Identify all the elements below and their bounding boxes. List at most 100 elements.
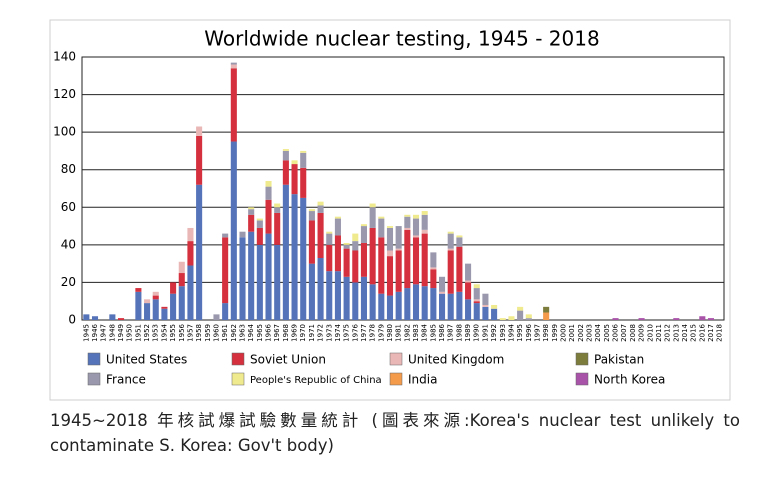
- x-tick-label: 1991: [481, 324, 489, 342]
- chart-frame: [49, 19, 731, 401]
- bar-segment: [326, 271, 333, 320]
- bar-segment: [352, 250, 359, 283]
- bar-segment: [447, 231, 454, 234]
- x-tick-label: 1965: [256, 324, 264, 342]
- bar-segment: [378, 293, 385, 320]
- bar-segment: [334, 235, 341, 272]
- chart: Worldwide nuclear testing, 1945 - 2018 0…: [49, 19, 731, 401]
- bar-segment: [447, 233, 454, 249]
- bar-segment: [265, 186, 272, 200]
- bar-segment: [256, 227, 263, 245]
- legend-swatch: [575, 352, 589, 366]
- bar-segment: [360, 224, 367, 227]
- legend-swatch: [87, 352, 101, 366]
- bar-segment: [412, 218, 420, 236]
- x-tick-label: 1959: [204, 324, 212, 342]
- bar-segment: [308, 263, 315, 320]
- x-tick-label: 1972: [317, 324, 325, 342]
- bar-segment: [473, 284, 480, 289]
- x-tick-label: 1990: [473, 324, 481, 342]
- bar-segment: [465, 263, 472, 281]
- x-tick-label: 2011: [655, 324, 663, 342]
- bar-segment: [499, 318, 506, 320]
- bar-segment: [482, 304, 489, 307]
- x-tick-label: 2012: [664, 324, 672, 342]
- y-tick-label: 80: [61, 162, 76, 176]
- bar-segment: [430, 252, 437, 268]
- bar-segment: [404, 227, 411, 230]
- x-tick-label: 1974: [334, 323, 342, 341]
- x-tick-label: 1950: [126, 324, 134, 342]
- x-tick-label: 1983: [412, 324, 420, 342]
- bar-segment: [404, 214, 411, 217]
- x-tick-label: 1948: [108, 324, 116, 342]
- bar-segment: [447, 248, 454, 251]
- bar-segment: [187, 265, 194, 320]
- x-tick-label: 1982: [403, 324, 411, 342]
- x-tick-label: 2013: [672, 324, 680, 342]
- x-tick-label: 1986: [438, 323, 446, 341]
- bar-segment: [178, 273, 185, 287]
- x-tick-label: 1951: [134, 324, 142, 342]
- bar-segment: [265, 233, 272, 320]
- bar-segment: [421, 229, 428, 234]
- bar-segment: [161, 308, 168, 320]
- bar-segment: [707, 318, 715, 320]
- x-tick-label: 1971: [308, 324, 316, 342]
- bar-segment: [473, 301, 480, 304]
- bar-segment: [369, 203, 376, 208]
- bar-segment: [673, 318, 680, 320]
- bar-segment: [456, 246, 463, 292]
- x-tick-label: 1973: [325, 324, 333, 342]
- bar-segment: [135, 288, 142, 292]
- bar-segment: [308, 211, 315, 221]
- x-tick-label: 1949: [117, 324, 125, 342]
- bar-segment: [256, 244, 263, 320]
- bar-segment: [404, 288, 411, 320]
- legend-swatch: [87, 372, 101, 386]
- bar-segment: [256, 218, 263, 221]
- x-tick-label: 2005: [603, 324, 611, 342]
- bar-segment: [439, 276, 446, 292]
- bar-segment: [230, 64, 237, 69]
- bar-segment: [326, 244, 333, 272]
- x-tick-label: 2006: [612, 323, 620, 341]
- x-tick-label: 1998: [542, 324, 550, 342]
- bar-segment: [378, 237, 385, 294]
- bar-segment: [334, 216, 341, 219]
- bar-segment: [178, 286, 185, 320]
- bar-segment: [326, 233, 333, 245]
- chart-title: Worldwide nuclear testing, 1945 - 2018: [204, 27, 599, 51]
- legend-label: People's Republic of China: [250, 375, 382, 386]
- bar-segment: [430, 288, 437, 320]
- bar-segment: [456, 235, 463, 238]
- bar-segment: [421, 286, 428, 320]
- bar-segment: [378, 216, 385, 219]
- bar-segment: [343, 276, 350, 320]
- bar-segment: [256, 220, 263, 228]
- x-tick-label: 1977: [360, 324, 368, 342]
- bar-segment: [404, 216, 411, 228]
- bar-segment: [91, 316, 99, 320]
- x-tick-label: 2017: [707, 324, 715, 342]
- x-tick-label: 1989: [464, 324, 472, 342]
- bar-segment: [230, 141, 237, 320]
- bar-segment: [421, 214, 428, 230]
- x-tick-label: 1962: [230, 324, 238, 342]
- bar-segment: [213, 314, 220, 320]
- bar-segment: [118, 318, 125, 320]
- bar-segment: [473, 299, 480, 302]
- bar-segment: [222, 303, 229, 320]
- x-tick-label: 1979: [377, 324, 385, 342]
- legend-label: Pakistan: [594, 353, 644, 367]
- bar-segment: [386, 250, 394, 257]
- legend-label: North Korea: [594, 373, 665, 387]
- bar-segment: [360, 226, 367, 243]
- bar-segment: [300, 152, 307, 168]
- bar-segment: [543, 306, 550, 313]
- bar-segment: [465, 282, 472, 300]
- legend-swatch: [231, 352, 245, 366]
- bar-segment: [170, 282, 177, 294]
- bar-segment: [282, 150, 289, 161]
- bar-segment: [239, 231, 246, 238]
